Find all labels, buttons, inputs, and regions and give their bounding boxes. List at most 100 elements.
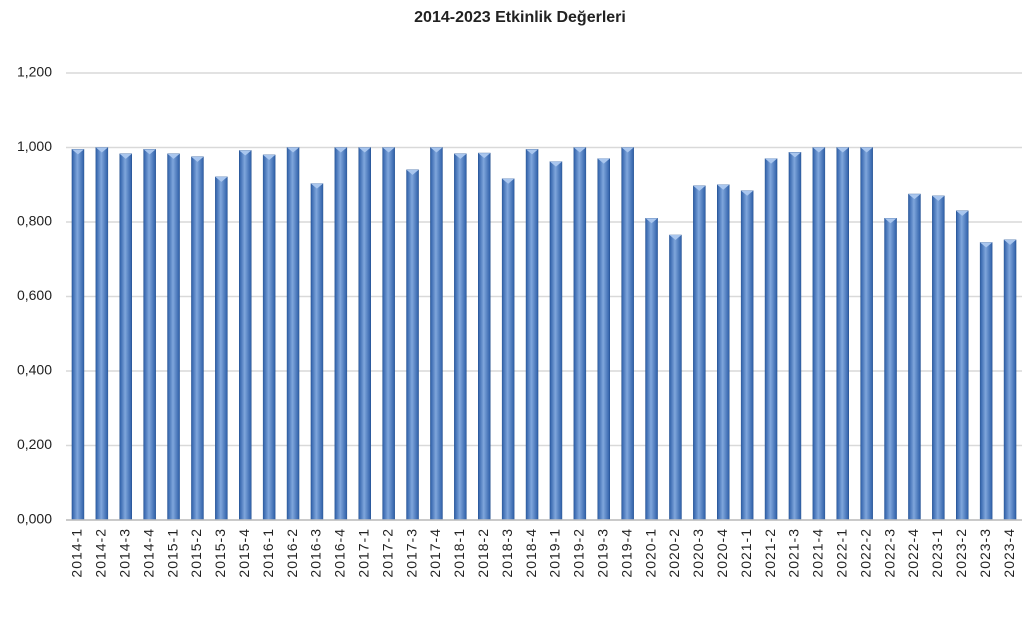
bar-cap <box>334 147 347 153</box>
x-tick-label: 2016-3 <box>308 528 324 578</box>
x-tick-label: 2016-2 <box>284 528 300 578</box>
bar-cap <box>884 218 897 224</box>
bar-cap <box>908 194 921 200</box>
x-tick-label: 2022-4 <box>905 528 921 578</box>
bar-cap <box>980 242 993 248</box>
x-tick-label: 2020-2 <box>666 528 682 578</box>
bar-cap <box>382 147 395 153</box>
bar <box>119 153 132 521</box>
bar-cap <box>119 153 132 159</box>
bar-cap <box>263 154 276 160</box>
bar <box>1003 239 1017 521</box>
x-tick-label: 2018-3 <box>499 528 515 578</box>
bar <box>501 178 515 521</box>
bar-cap <box>597 158 610 164</box>
bar-cap <box>573 147 586 153</box>
bar-cap <box>358 147 371 153</box>
bar-cap <box>71 149 84 155</box>
bar <box>358 147 371 521</box>
x-tick-label: 2020-3 <box>690 528 706 578</box>
bar <box>979 242 993 521</box>
bar <box>717 184 730 521</box>
x-tick-label: 2020-4 <box>714 528 730 578</box>
bar <box>310 183 324 521</box>
x-tick-label: 2015-2 <box>188 528 204 578</box>
bar <box>693 185 706 521</box>
x-tick-label: 2019-3 <box>594 528 610 578</box>
bar <box>71 149 85 521</box>
bar-cap <box>526 149 539 155</box>
y-tick-label: 1,000 <box>17 138 52 154</box>
bar <box>334 147 348 521</box>
x-tick-label: 2014-2 <box>93 528 109 578</box>
bar-cap <box>788 152 801 158</box>
bar <box>239 150 252 521</box>
bar-cap <box>406 169 419 175</box>
x-tick-label: 2020-1 <box>642 528 658 578</box>
y-tick-label: 0,600 <box>17 287 52 303</box>
y-tick-label: 0,200 <box>17 436 52 452</box>
bar-cap <box>1004 239 1017 245</box>
bar-cap <box>143 149 156 155</box>
bar <box>621 147 634 521</box>
bar <box>382 147 395 521</box>
bar <box>406 169 419 521</box>
x-tick-label: 2017-4 <box>427 528 443 578</box>
bar <box>573 147 587 521</box>
bar-cap <box>645 218 658 224</box>
bar-cap <box>549 161 562 167</box>
bar-cap <box>478 153 491 159</box>
x-tick-label: 2023-1 <box>929 528 945 578</box>
x-tick-label: 2018-1 <box>451 528 467 578</box>
x-tick-label: 2022-3 <box>881 528 897 578</box>
bar <box>932 195 945 521</box>
bar <box>764 158 778 521</box>
bar-cap <box>621 147 634 153</box>
bar <box>215 176 228 521</box>
bar <box>740 190 754 521</box>
bar <box>908 193 921 521</box>
bar <box>669 234 682 521</box>
bar-cap <box>454 153 467 159</box>
bar <box>454 153 467 521</box>
bar <box>788 152 802 521</box>
x-tick-label: 2014-4 <box>140 528 156 578</box>
bar-cap <box>741 190 754 196</box>
bar-cap <box>215 176 228 182</box>
bar-cap <box>95 147 108 153</box>
bar-cap <box>502 178 515 184</box>
x-tick-label: 2015-3 <box>212 528 228 578</box>
x-tick-label: 2016-1 <box>260 528 276 578</box>
bar <box>191 156 204 521</box>
bar-cap <box>932 195 945 201</box>
x-tick-label: 2018-2 <box>475 528 491 578</box>
x-tick-label: 2023-4 <box>1001 528 1017 578</box>
bar-cap <box>287 147 300 153</box>
x-tick-label: 2017-2 <box>379 528 395 578</box>
bar <box>262 154 276 521</box>
x-tick-label: 2022-2 <box>857 528 873 578</box>
x-tick-label: 2019-1 <box>547 528 563 578</box>
bar-cap <box>717 184 730 190</box>
x-tick-label: 2021-3 <box>786 528 802 578</box>
bar <box>956 210 969 521</box>
bar-cap <box>860 147 873 153</box>
x-tick-label: 2017-3 <box>403 528 419 578</box>
bar-cap <box>430 147 443 153</box>
x-tick-label: 2016-4 <box>332 528 348 578</box>
x-tick-label: 2022-1 <box>833 528 849 578</box>
bar-cap <box>693 185 706 191</box>
bar-cap <box>812 147 825 153</box>
y-tick-label: 0,800 <box>17 213 52 229</box>
bar <box>884 218 897 521</box>
x-tick-label: 2021-1 <box>738 528 754 578</box>
x-tick-label: 2017-1 <box>355 528 371 578</box>
bar <box>143 149 156 521</box>
chart-title: 2014-2023 Etkinlik Değerleri <box>414 9 626 26</box>
bar <box>167 153 180 521</box>
bar <box>645 218 658 521</box>
x-tick-label: 2014-3 <box>116 528 132 578</box>
bar-cap <box>765 158 778 164</box>
bar <box>95 147 109 521</box>
